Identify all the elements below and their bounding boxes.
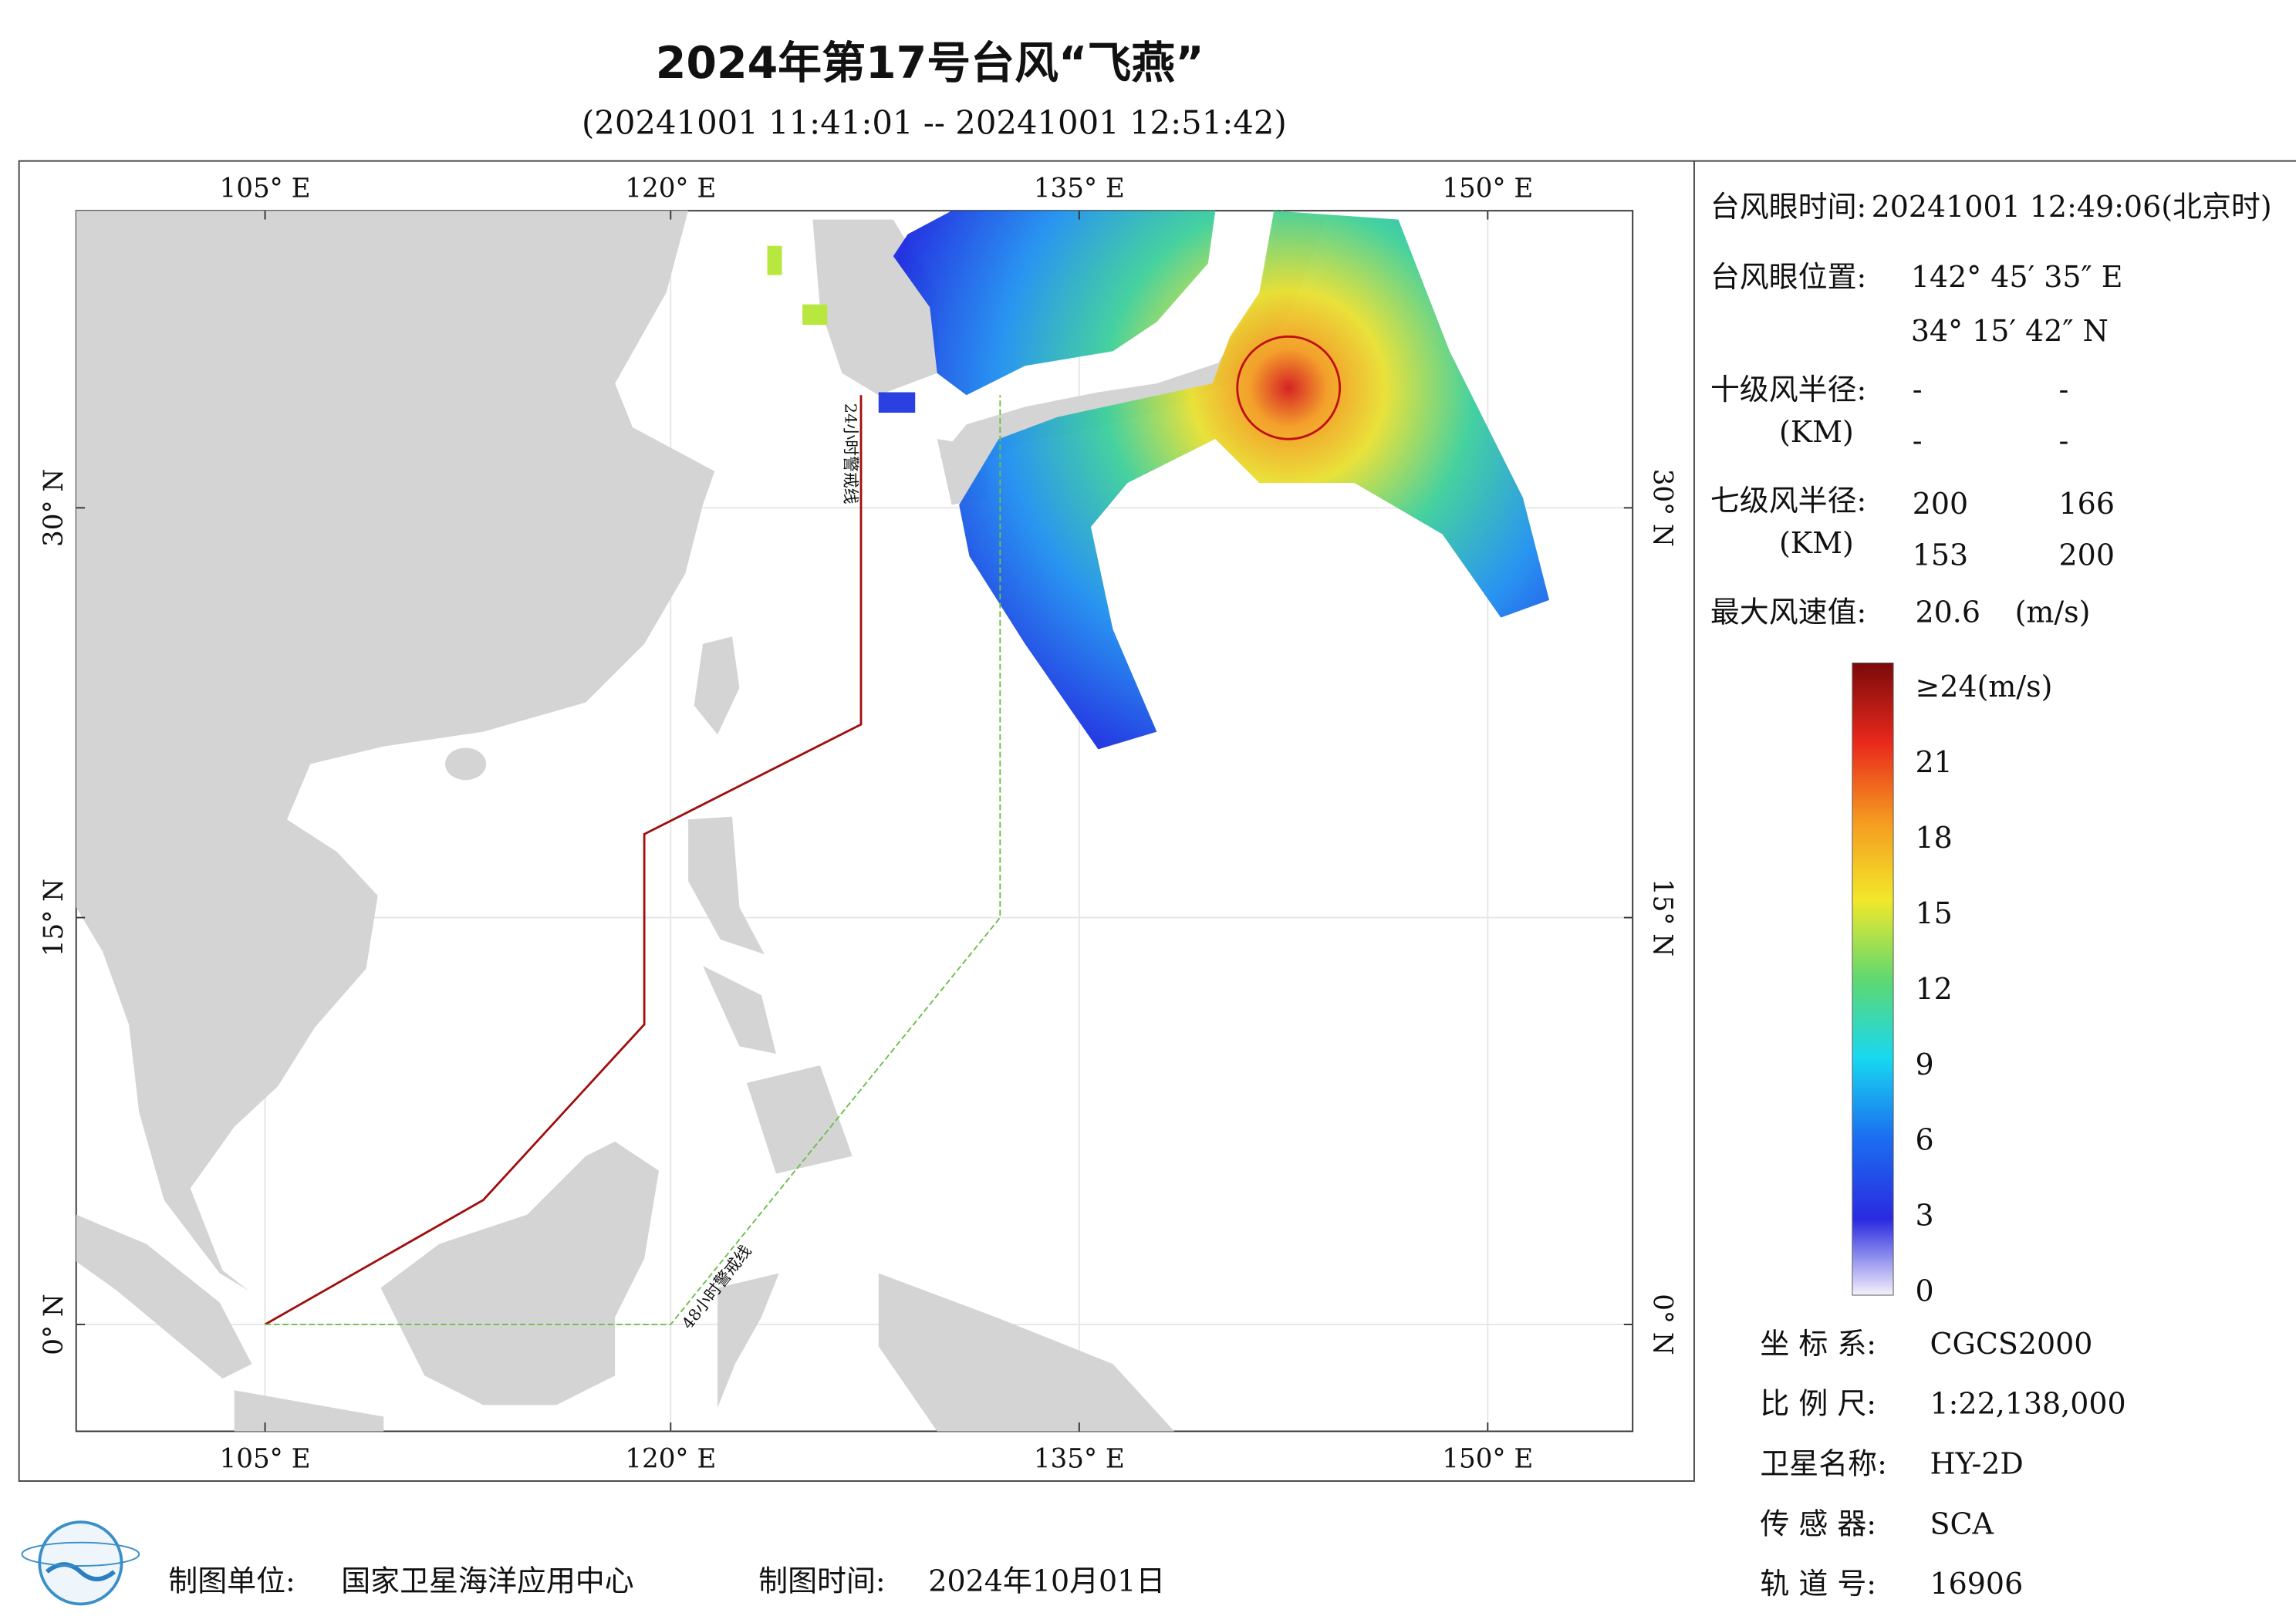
meta-value: 16906 [1930, 1567, 2024, 1601]
meta-label: 卫星名称: [1760, 1447, 1887, 1481]
max-wind-unit: (m/s) [2015, 595, 2091, 629]
meta-value: SCA [1930, 1507, 1994, 1540]
eye-lon: 142° 45′ 35″ E [1911, 260, 2123, 294]
map-frame [18, 160, 1695, 1482]
title: 2024年第17号台风“飞燕” [656, 38, 1204, 89]
lat-label: 0° N [1646, 1294, 1677, 1355]
meta-label: 比 例 尺: [1760, 1387, 1876, 1421]
warning-24h: 24小时警戒线 [841, 403, 859, 504]
eye-lat: 34° 15′ 42″ N [1911, 314, 2109, 348]
r10-value: - [2059, 423, 2069, 457]
r10-value: - [1913, 373, 1923, 407]
meta-value: 1:22,138,000 [1930, 1387, 2126, 1421]
r7-value: 166 [2059, 487, 2115, 521]
r7-value: 153 [1913, 538, 1968, 572]
colorbar-label: 6 [1916, 1123, 1934, 1157]
colorbar-label: 15 [1916, 896, 1953, 930]
meta-label: 轨 道 号: [1760, 1567, 1876, 1601]
lon-label: 150° E [1442, 1443, 1533, 1474]
colorbar-label: 0 [1916, 1274, 1934, 1308]
r10-label: 十级风半径: [1710, 373, 1867, 407]
r10-value: - [1913, 423, 1923, 457]
colorbar-label: ≥24(m/s) [1916, 670, 2053, 704]
lat-label: 15° N [39, 879, 69, 957]
meta-value: CGCS2000 [1930, 1327, 2093, 1361]
meta-value: HY-2D [1930, 1447, 2024, 1481]
axis-labels: 105° E 105° E 120° E 120° E 135° E 135° E 150°… [39, 174, 1677, 1475]
footer-unit: 国家卫星海洋应用中心 [341, 1564, 633, 1598]
colorbar-label: 21 [1916, 745, 1953, 779]
r10-value: - [2059, 373, 2069, 407]
lat-label: 30° N [1646, 469, 1677, 547]
lon-label: 150° E [1442, 174, 1533, 204]
max-wind-label: 最大风速值: [1710, 595, 1867, 629]
lon-label: 135° E [1034, 1443, 1125, 1474]
lon-label: 120° E [625, 174, 716, 204]
lat-label: 30° N [39, 469, 69, 547]
colorbar-label: 12 [1916, 972, 1953, 1006]
lon-label: 120° E [625, 1443, 716, 1474]
r7-unit: (KM) [1779, 526, 1854, 560]
lat-label: 0° N [39, 1294, 69, 1355]
colorbar-label: 18 [1916, 821, 1953, 855]
subtitle: (20241001 11:41:01 -- 20241001 12:51:42) [582, 104, 1287, 142]
lat-label: 15° N [1646, 879, 1677, 957]
wind-field [767, 211, 1550, 750]
r10-unit: (KM) [1779, 415, 1854, 449]
colorbar-label: 3 [1916, 1199, 1934, 1233]
footer-unit-label: 制图单位: [168, 1564, 295, 1598]
footer-time: 2024年10月01日 [928, 1564, 1165, 1598]
colorbar-labels: 0 3 6 9 12 15 18 21 ≥24(m/s) [1916, 670, 2053, 1308]
info-panel: 台风眼时间: 20241001 12:49:06(北京时) 台风眼位置: 142… [1710, 190, 2272, 629]
lon-label: 105° E [220, 1443, 311, 1474]
r7-value: 200 [2059, 538, 2115, 572]
meta-label: 坐 标 系: [1760, 1327, 1876, 1361]
logo [21, 1520, 140, 1606]
colorbar-label: 9 [1916, 1048, 1934, 1081]
eye-pos-label: 台风眼位置: [1710, 260, 1867, 294]
r7-label: 七级风半径: [1710, 484, 1867, 518]
lon-label: 135° E [1034, 174, 1125, 204]
r7-value: 200 [1913, 487, 1968, 521]
meta-panel: 坐 标 系: CGCS2000 比 例 尺: 1:22,138,000 卫星名称: HY-… [1760, 1327, 2125, 1601]
colorbar [1852, 662, 1894, 1296]
footer-time-label: 制图时间: [758, 1564, 886, 1598]
max-wind: 20.6 [1916, 595, 1981, 629]
eye-time-label: 台风眼时间: [1710, 190, 1867, 224]
lon-label: 105° E [220, 174, 311, 204]
eye-time: 20241001 12:49:06(北京时) [1872, 190, 2272, 224]
meta-label: 传 感 器: [1760, 1507, 1876, 1540]
land [76, 211, 1325, 1432]
